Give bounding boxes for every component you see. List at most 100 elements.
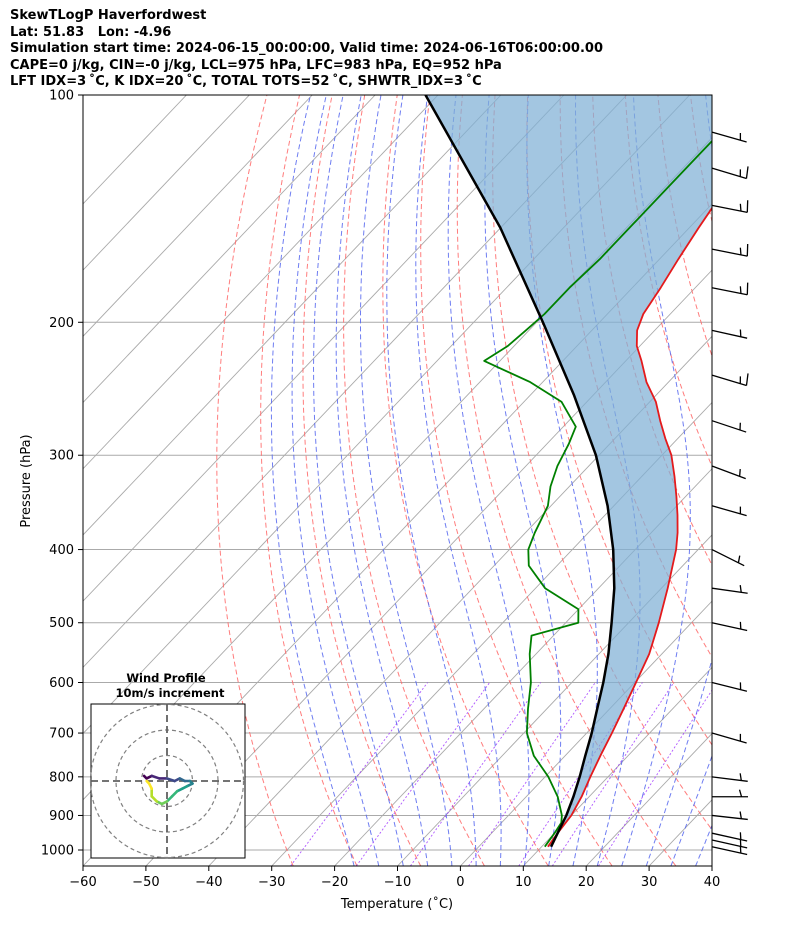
dry-adiabat-line <box>526 95 712 746</box>
y-tick-label: 700 <box>49 727 74 742</box>
moist-adiabat-line <box>670 754 712 866</box>
wind-barb-shaft <box>711 846 748 856</box>
wind-barb-shaft <box>711 548 745 567</box>
isotherm-line <box>460 600 712 866</box>
moist-adiabat-line <box>645 95 712 866</box>
hodograph-inset: Wind Profile 10m/s increment <box>89 671 246 859</box>
mixing-ratio-line <box>468 682 596 866</box>
hodograph-title: Wind Profile <box>126 671 206 685</box>
x-tick-label: 40 <box>704 875 721 890</box>
isotherm-line <box>711 865 712 866</box>
moist-adiabat-line <box>526 95 598 866</box>
moist-adiabat-line <box>360 95 453 866</box>
wind-barb-feather <box>745 166 749 179</box>
stability-indices: LFT IDX=3 ˚C, K IDX=20 ˚C, TOTAL TOTS=52… <box>10 74 482 89</box>
x-tick-label: −10 <box>384 875 411 890</box>
x-tick-label: 10 <box>515 875 532 890</box>
wind-barb-feather <box>739 811 742 819</box>
cape-fill-layer <box>425 95 712 847</box>
wind-barb-shaft <box>711 131 747 143</box>
wind-barb-shaft <box>711 465 746 480</box>
wind-barb-shaft <box>711 248 748 257</box>
isotherm-line <box>522 666 712 866</box>
y-tick-label: 900 <box>49 809 74 824</box>
moist-adiabat-line <box>447 95 530 866</box>
x-tick-label: −60 <box>69 875 96 890</box>
isotherm-line <box>208 335 712 866</box>
chart-title: SkewTLogP Haverfordwest <box>10 8 207 23</box>
wind-barb-feather <box>739 203 742 212</box>
dry-adiabat-line <box>343 95 485 866</box>
wind-barb-shaft <box>711 204 748 214</box>
y-tick-label: 1000 <box>41 844 74 859</box>
wind-barb-feather <box>739 773 742 781</box>
isotherm-line <box>334 468 712 866</box>
dry-adiabat-line <box>260 95 358 866</box>
mixing-ratio-line <box>410 682 541 866</box>
isotherm-line <box>397 534 712 866</box>
dry-adiabat-line <box>788 95 794 866</box>
wind-barb-feather <box>738 469 741 477</box>
x-tick-label: −30 <box>258 875 285 890</box>
hodograph-segment <box>145 779 151 785</box>
y-tick-label: 600 <box>49 676 74 691</box>
wind-barb-feather <box>739 585 742 593</box>
moist-adiabat-line <box>312 95 404 866</box>
wind-barb-shaft <box>711 776 748 782</box>
isotherm-line <box>585 732 712 866</box>
x-tick-label: −50 <box>132 875 159 890</box>
moist-adiabat-line <box>415 95 502 866</box>
wind-barb-feather <box>738 789 743 797</box>
x-axis-label: Temperature (˚C) <box>340 896 453 912</box>
wind-barb-shaft <box>711 832 748 842</box>
parcel-line <box>424 95 616 848</box>
moist-adiabat-line <box>386 95 477 866</box>
hodograph-segment <box>150 774 161 780</box>
mixing-ratio-line <box>598 689 712 866</box>
isotherm-line <box>83 95 565 602</box>
y-axis-ticks: 1000 900 800 700 600 500 400 300 200 100 <box>41 89 83 859</box>
wind-barbs <box>711 131 749 856</box>
mixing-ratio-line <box>518 682 643 866</box>
dry-adiabat-line <box>756 95 794 866</box>
moist-adiabat-line <box>291 95 380 866</box>
wind-barb-shaft <box>711 420 747 433</box>
wind-barb-shaft <box>711 329 748 339</box>
wind-barb-shaft <box>711 587 748 594</box>
y-tick-label: 400 <box>49 543 74 558</box>
x-tick-label: 0 <box>456 875 464 890</box>
isotherm-line <box>83 95 439 470</box>
wind-barb-shaft <box>711 374 747 387</box>
isotherm-line <box>83 95 502 536</box>
wind-barb-feather <box>739 247 742 255</box>
hodograph-segment <box>165 777 176 783</box>
moist-adiabat-line <box>270 95 355 866</box>
wind-barb-shaft <box>711 505 747 517</box>
mixing-ratio-line <box>551 682 675 866</box>
wind-barb-shaft <box>711 167 747 180</box>
wind-barb-feather <box>739 286 742 294</box>
hodograph-subtitle: 10m/s increment <box>116 686 225 700</box>
y-tick-label: 500 <box>49 616 74 631</box>
isotherm-line <box>83 95 313 337</box>
x-tick-label: 20 <box>578 875 595 890</box>
dewpoint-line <box>483 139 712 848</box>
wind-barb-feather <box>745 373 749 386</box>
stability-params: CAPE=0 j/kg, CIN=-0 j/kg, LCL=975 hPa, L… <box>10 57 502 73</box>
wind-barb-shaft <box>711 814 748 821</box>
moist-adiabat-line <box>720 95 794 866</box>
isotherm-line <box>83 95 376 404</box>
y-tick-label: 800 <box>49 770 74 785</box>
y-tick-label: 200 <box>49 316 74 331</box>
y-tick-label: 300 <box>49 449 74 464</box>
dry-adiabat-line <box>382 95 549 866</box>
dry-adiabat-line <box>216 95 294 866</box>
x-tick-label: −20 <box>321 875 348 890</box>
wind-barb-shaft <box>711 681 748 692</box>
wind-barb-shaft <box>711 622 748 632</box>
x-tick-label: 30 <box>641 875 658 890</box>
chart-header: SkewTLogP Haverfordwest Lat: 51.83 Lon: … <box>10 8 603 91</box>
wind-barb-shaft <box>711 732 747 744</box>
mixing-ratio-line <box>355 682 491 866</box>
dry-adiabat-line <box>302 95 422 866</box>
